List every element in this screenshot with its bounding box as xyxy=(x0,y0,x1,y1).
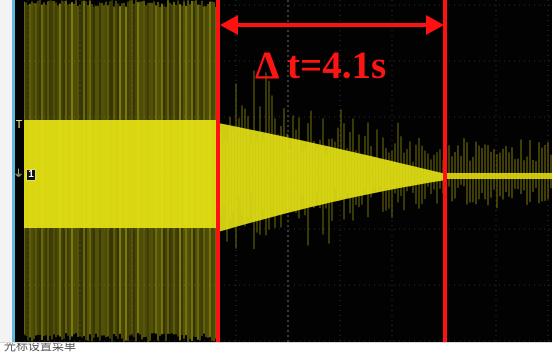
cursor-settings-menu-label: 光标设置菜单 xyxy=(4,342,77,352)
signal-envelope-band xyxy=(24,120,218,228)
bottom-menu-bar: 光标设置菜单 xyxy=(0,342,552,352)
settled-trace xyxy=(446,173,552,179)
waveform-canvas xyxy=(24,0,552,342)
left-arrowhead-icon xyxy=(220,15,238,35)
time-cursors[interactable] xyxy=(216,0,447,342)
right-arrowhead-icon xyxy=(426,15,444,35)
delta-time-label: Δ t=4.1s xyxy=(255,44,387,87)
trigger-marker[interactable]: T xyxy=(15,118,23,131)
channel-1-badge[interactable]: 1 xyxy=(26,169,36,181)
channel-strip xyxy=(12,0,24,342)
decaying-envelope xyxy=(218,123,446,232)
waveform-envelope xyxy=(24,120,552,232)
waveform-display[interactable] xyxy=(24,0,552,342)
ground-icon: ⏚ xyxy=(13,169,24,180)
